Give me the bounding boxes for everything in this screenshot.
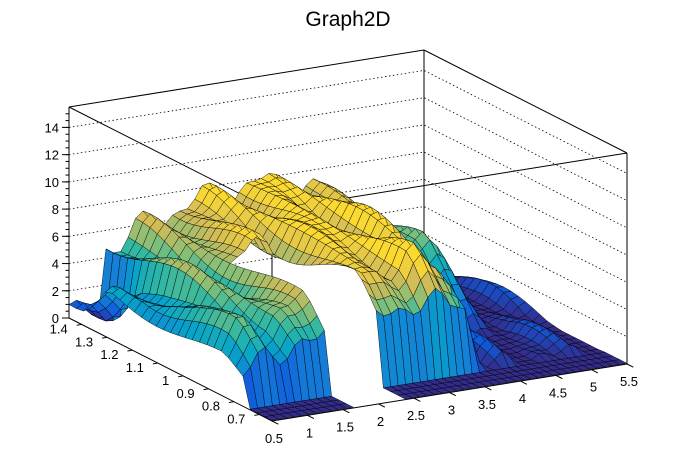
y-axis-line — [68, 317, 273, 422]
z-tick-label: 14 — [45, 120, 59, 135]
y-tick-label: 1.4 — [50, 321, 68, 336]
y-tick-mark — [228, 401, 235, 403]
x-tick-mark — [626, 363, 634, 368]
y-tick-mark — [254, 414, 260, 416]
x-tick-label: 3 — [448, 403, 455, 418]
x-tick-label: 4 — [519, 391, 526, 406]
y-tick-mark — [152, 362, 158, 365]
surface-cell — [611, 359, 628, 365]
box-edge-top-right — [423, 49, 628, 154]
y-tick-mark — [178, 375, 184, 378]
x-tick-mark — [555, 374, 563, 380]
y-tick-mark — [203, 388, 209, 391]
x-tick-mark — [520, 380, 528, 385]
surface-mesh — [68, 173, 628, 421]
x-tick-label: 5 — [590, 380, 597, 395]
x-tick-mark — [271, 420, 279, 425]
x-tick-mark — [484, 386, 492, 391]
x-tick-label: 2.5 — [407, 408, 425, 423]
surface-cell — [337, 403, 355, 409]
x-tick-label: 2 — [377, 414, 384, 429]
x-tick-label: 0.5 — [265, 431, 283, 446]
x-tick-mark — [378, 403, 386, 408]
z-tick-label: 2 — [52, 284, 59, 299]
x-tick-label: 3.5 — [478, 397, 496, 412]
y-tick-label: 1 — [162, 373, 169, 388]
axis-ticks: 0.5 1 1.5 2 2.5 3 3.5 4 4.5 5 5.5 0.7 0.8 0.9 1 1.1 1.2 1… — [45, 113, 638, 446]
y-tick-label: 1.2 — [100, 347, 118, 362]
x-tick-mark — [413, 397, 421, 402]
z-tick-label: 4 — [52, 257, 59, 272]
z-tick-label: 10 — [45, 175, 59, 190]
chart-title: Graph2D — [305, 8, 390, 31]
z-tick-label: 6 — [52, 229, 59, 244]
y-tick-mark — [127, 349, 133, 352]
x-tick-label: 1.5 — [336, 420, 354, 435]
x-tick-label: 1 — [306, 425, 313, 440]
x-tick-mark — [449, 392, 457, 397]
y-tick-label: 0.9 — [176, 386, 194, 401]
x-tick-label: 4.5 — [549, 385, 567, 400]
box-edge-top-left — [68, 106, 273, 211]
x-tick-mark — [342, 409, 350, 414]
z-tick-label: 12 — [45, 148, 59, 163]
y-tick-mark — [76, 323, 82, 326]
x-tick-mark — [591, 369, 599, 374]
z-tick-label: 8 — [52, 202, 59, 217]
y-tick-label: 1.3 — [75, 334, 93, 349]
y-tick-label: 0.8 — [202, 399, 220, 414]
x-tick-label: 5.5 — [620, 374, 638, 389]
y-tick-label: 0.7 — [227, 412, 245, 427]
x-tick-mark — [307, 414, 315, 419]
y-tick-mark — [102, 336, 108, 339]
box-edge-top-back — [68, 49, 425, 108]
z-tick-label: 0 — [52, 311, 59, 326]
y-tick-label: 1.1 — [126, 360, 144, 375]
